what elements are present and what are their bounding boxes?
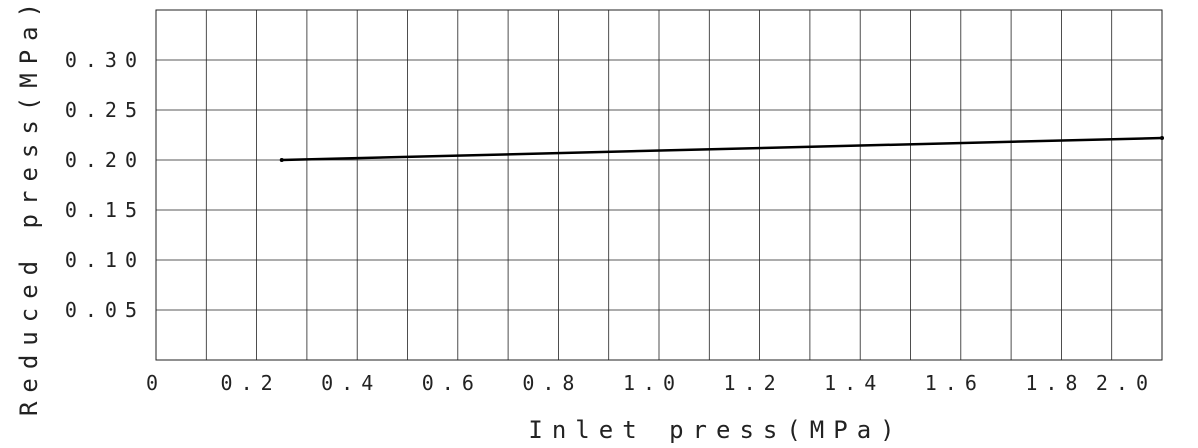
x-tick-label: 0.6 (422, 371, 482, 395)
x-tick-label: 0.8 (522, 371, 582, 395)
x-tick-label: 2.0 (1096, 371, 1156, 395)
x-tick-label: 0.2 (221, 371, 281, 395)
grid-lines (156, 10, 1162, 360)
data-point (1160, 136, 1164, 140)
x-tick-label: 1.6 (925, 371, 985, 395)
series-line (281, 136, 1163, 162)
y-tick-label: 0.15 (65, 198, 145, 222)
x-tick-label: 1.8 (1025, 371, 1085, 395)
x-tick-label: 0 (146, 371, 166, 395)
x-axis-label: Inlet press(MPa) (528, 416, 903, 444)
y-tick-label: 0.20 (65, 148, 145, 172)
x-tick-labels: 0 0.2 0.4 0.6 0.8 1.0 1.2 1.4 1.6 1.8 2.0 (146, 371, 1156, 395)
x-tick-label: 0.4 (321, 371, 381, 395)
data-point (279, 158, 284, 162)
y-tick-label: 0.10 (65, 248, 145, 272)
x-tick-label: 1.4 (824, 371, 884, 395)
y-tick-label: 0.30 (65, 48, 145, 72)
series-group (279, 136, 1164, 162)
x-tick-label: 1.0 (623, 371, 683, 395)
x-tick-label: 1.2 (724, 371, 784, 395)
y-tick-label: 0.25 (65, 98, 145, 122)
y-axis-label: Reduced press(MPa) (15, 0, 43, 416)
y-tick-labels: 0.05 0.10 0.15 0.20 0.25 0.30 (65, 48, 145, 322)
y-tick-label: 0.05 (65, 298, 145, 322)
